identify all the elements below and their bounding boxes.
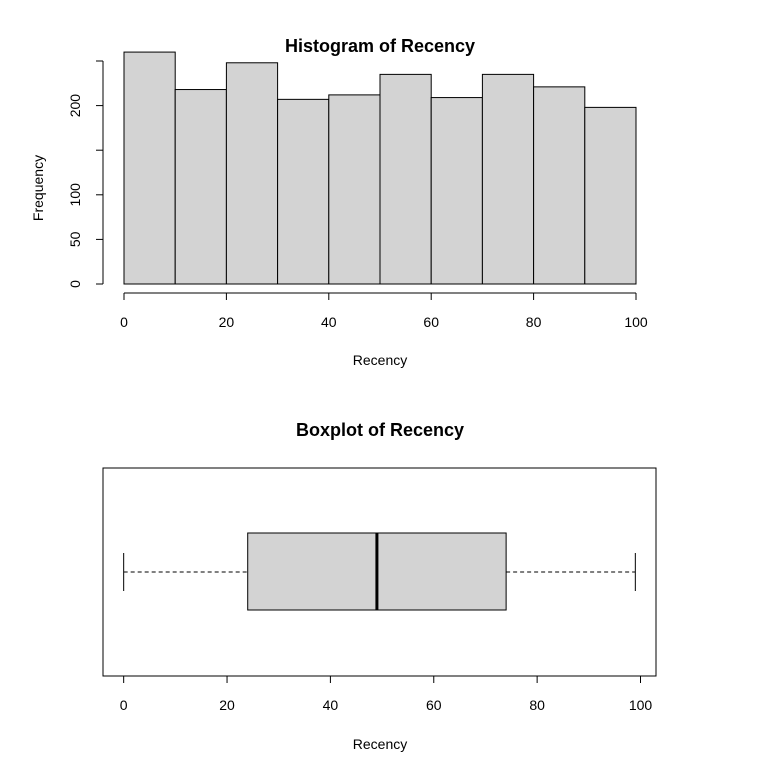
histogram-x-tick-label-2: 40 (321, 314, 337, 330)
histogram-y-tick-label-1: 50 (67, 231, 83, 247)
histogram-x-axis: 0 20 40 60 80 100 (120, 292, 648, 330)
histogram-bar-5 (379, 73, 432, 285)
histogram-bar-9 (584, 106, 637, 285)
histogram-y-axis: 0 50 100 200 (67, 60, 104, 288)
boxplot-x-tick-label-5: 100 (629, 697, 653, 713)
histogram-bar-4 (328, 94, 381, 285)
histogram-title: Histogram of Recency (285, 36, 475, 56)
boxplot-x-tick-label-2: 40 (323, 697, 339, 713)
histogram-bar-7 (481, 73, 535, 285)
histogram-x-tick-label-0: 0 (120, 314, 128, 330)
histogram-y-axis-label: Frequency (30, 155, 46, 221)
histogram-bar-2 (225, 62, 279, 285)
histogram-x-tick-label-1: 20 (219, 314, 235, 330)
boxplot-title: Boxplot of Recency (296, 420, 464, 440)
histogram-x-tick-label-4: 80 (526, 314, 542, 330)
boxplot-x-tick-label-3: 60 (426, 697, 442, 713)
histogram-bars (123, 51, 637, 285)
histogram-bar-3 (277, 98, 330, 285)
boxplot-x-tick-label-4: 80 (529, 697, 545, 713)
histogram-bar-6 (430, 97, 483, 285)
boxplot-x-tick-label-1: 20 (219, 697, 235, 713)
histogram-panel: Histogram of Recency Recency Frequency 0… (30, 36, 648, 368)
histogram-x-axis-label: Recency (353, 352, 407, 368)
histogram-x-tick-label-3: 60 (423, 314, 439, 330)
histogram-bar-1 (174, 89, 227, 285)
histogram-y-tick-label-2: 100 (67, 183, 83, 207)
boxplot-x-axis-label: Recency (353, 736, 407, 752)
histogram-bar-0 (123, 51, 176, 285)
boxplot-x-tick-label-0: 0 (120, 697, 128, 713)
boxplot-panel: Boxplot of Recency Recency 0 20 40 60 80 100 (102, 420, 657, 752)
boxplot-x-axis: 0 20 40 60 80 100 (120, 675, 653, 713)
histogram-bar-8 (533, 86, 586, 285)
histogram-y-tick-label-4: 200 (67, 94, 83, 118)
histogram-y-tick-label-0: 0 (67, 280, 83, 288)
boxplot-marks (123, 532, 636, 611)
histogram-x-tick-label-5: 100 (624, 314, 648, 330)
